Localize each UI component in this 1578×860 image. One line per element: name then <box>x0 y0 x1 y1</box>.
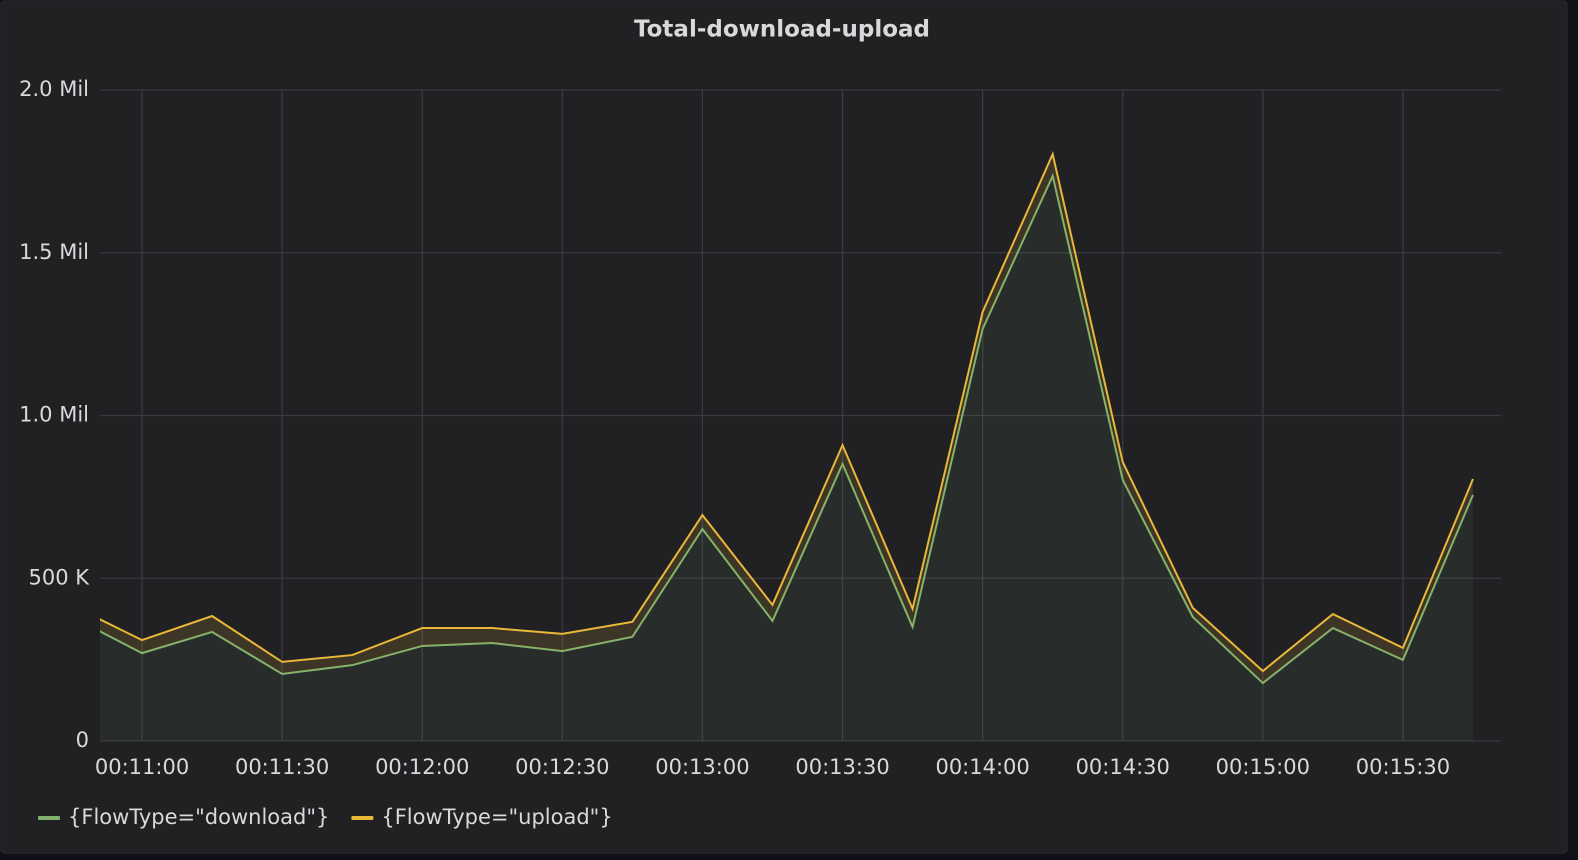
x-tick-label: 00:12:30 <box>515 755 609 779</box>
legend-label: {FlowType="download"} <box>68 805 329 829</box>
series-area <box>100 154 1473 684</box>
y-tick-label: 1.0 Mil <box>19 403 89 427</box>
series-line <box>100 150 1474 673</box>
x-tick-label: 00:15:00 <box>1216 755 1310 779</box>
series-line <box>100 172 1474 685</box>
x-tick-label: 00:13:30 <box>795 755 889 779</box>
legend-swatch <box>38 816 60 820</box>
x-tick-label: 00:12:00 <box>375 755 469 779</box>
series-area <box>100 175 1473 741</box>
x-tick-label: 00:11:00 <box>95 755 189 779</box>
plot-area <box>100 150 1474 741</box>
x-tick-label: 00:15:30 <box>1356 755 1450 779</box>
x-tick-label: 00:14:00 <box>935 755 1029 779</box>
x-tick-label: 00:14:30 <box>1076 755 1170 779</box>
legend-label: {FlowType="upload"} <box>381 805 612 829</box>
y-tick-label: 2.0 Mil <box>19 77 89 101</box>
y-tick-label: 0 <box>76 728 89 752</box>
legend: {FlowType="download"} {FlowType="upload"} <box>38 805 613 829</box>
chart-title: Total-download-upload <box>634 17 930 43</box>
x-tick-label: 00:13:00 <box>655 755 749 779</box>
y-tick-label: 1.5 Mil <box>19 240 89 264</box>
axis-labels: 0 500 K 1.0 Mil 1.5 Mil 2.0 Mil 00:11:00 00:11… <box>19 77 1450 779</box>
y-tick-label: 500 K <box>28 565 90 589</box>
legend-swatch <box>351 816 374 820</box>
x-tick-label: 00:11:30 <box>235 755 329 779</box>
grid <box>100 89 1501 742</box>
